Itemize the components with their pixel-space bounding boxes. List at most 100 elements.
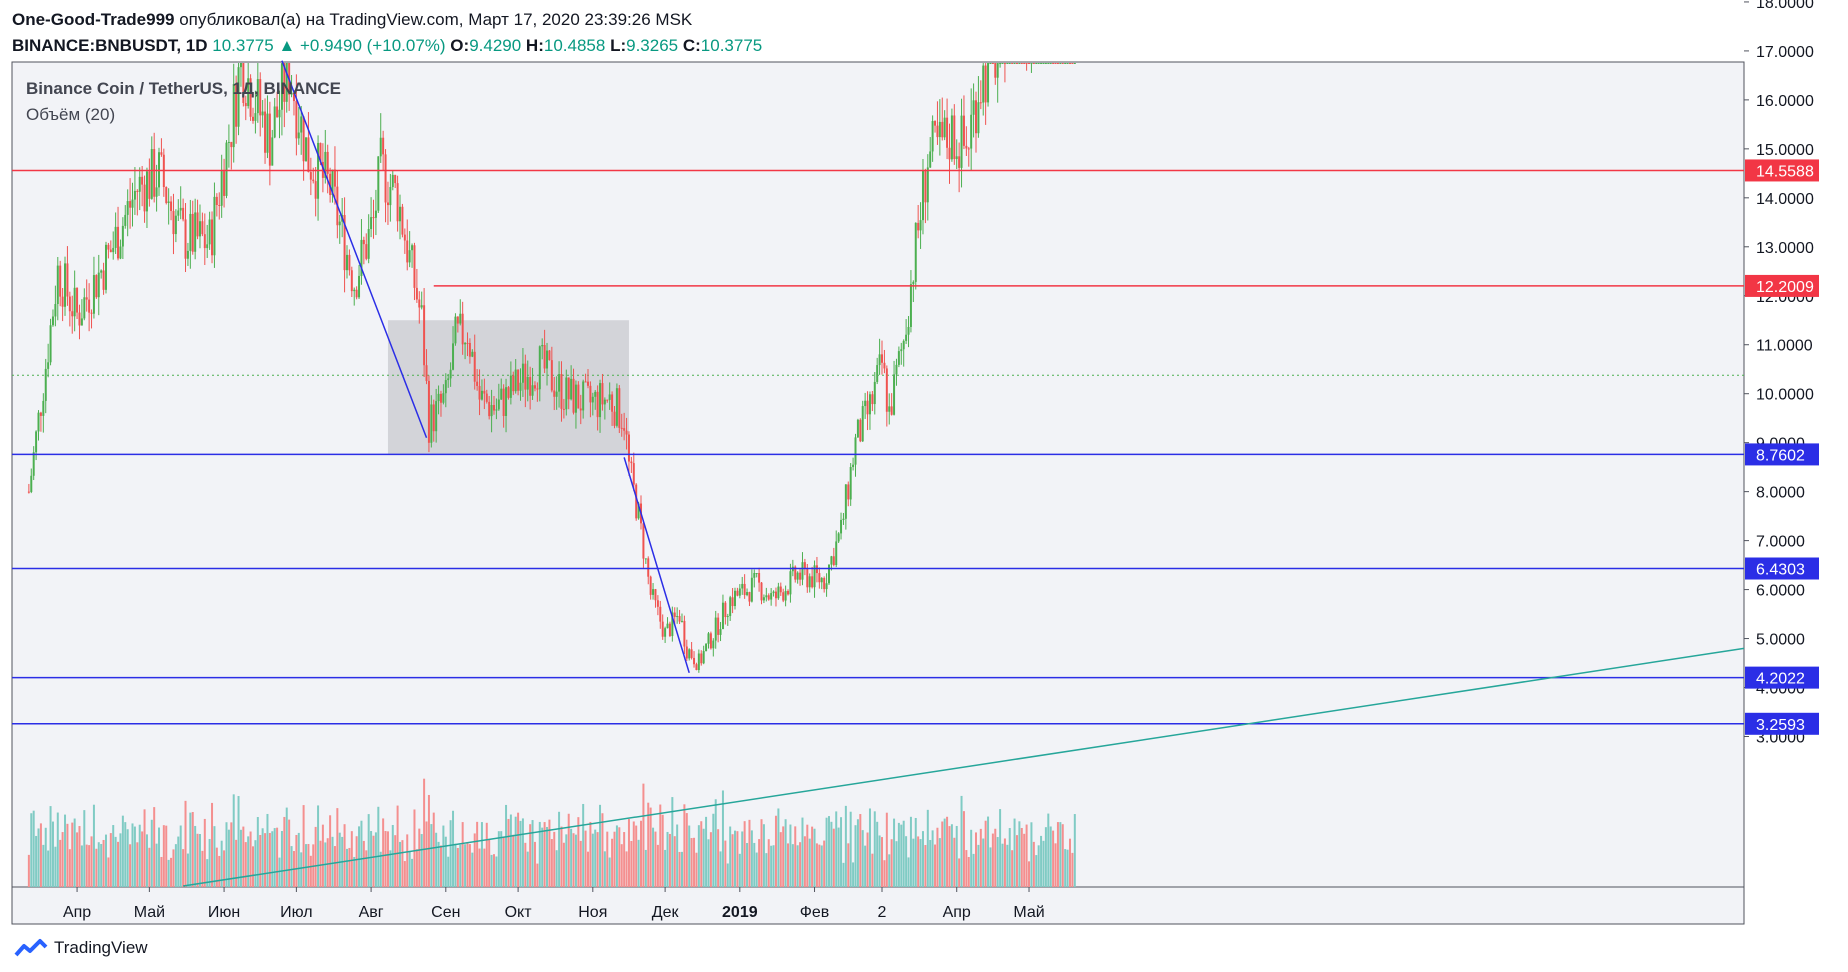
candle-body — [104, 244, 107, 290]
downtrend-line-summer[interactable] — [281, 60, 428, 439]
volume-bar — [642, 783, 645, 887]
candle-body — [567, 377, 570, 400]
candle-body — [418, 299, 421, 308]
volume-bar — [799, 842, 802, 887]
volume-bar — [307, 843, 310, 887]
candle-body — [717, 617, 720, 635]
volume-bar — [124, 822, 127, 887]
candle-body — [924, 170, 927, 203]
candle-body — [358, 275, 361, 298]
volume-indicator-label[interactable]: Объём (20) — [26, 105, 116, 124]
candle-body — [705, 643, 708, 652]
volume-bar — [295, 834, 298, 887]
volume-bar — [565, 834, 568, 887]
open-label: O: — [450, 36, 470, 55]
volume-bar — [1003, 838, 1006, 887]
volume-bar — [847, 843, 850, 887]
candle-body — [652, 589, 655, 595]
volume-bar — [345, 848, 348, 887]
volume-bar — [548, 819, 551, 887]
volume-bar — [1040, 835, 1043, 887]
candle-body — [377, 156, 380, 211]
candle-body — [126, 201, 129, 215]
tradingview-logo[interactable]: TradingView — [14, 938, 148, 958]
candle-body — [823, 578, 826, 590]
volume-bar — [391, 824, 394, 887]
volume-bar — [664, 849, 667, 887]
published-text: опубликовал(а) на TradingView.com, Март … — [179, 10, 693, 29]
downtrend-line-november[interactable] — [623, 457, 690, 674]
volume-bar — [902, 820, 905, 887]
volume-bar — [570, 828, 573, 887]
volume-bar — [302, 805, 305, 887]
candle-body — [1015, 63, 1018, 64]
candle-body — [1059, 63, 1062, 64]
volume-bar — [271, 831, 274, 887]
volume-bar — [885, 812, 888, 887]
volume-bar — [743, 821, 746, 887]
candle-body — [242, 63, 245, 103]
candle-body — [215, 196, 218, 205]
time-tick-label: Апр — [63, 904, 91, 921]
candle-body — [673, 612, 676, 617]
volume-bar — [252, 846, 254, 887]
volume-bar — [690, 838, 693, 887]
candle-body — [599, 383, 602, 418]
volume-bar — [512, 834, 515, 887]
volume-bar — [538, 821, 541, 887]
price-level-label: 12.2009 — [1756, 279, 1814, 296]
volume-bar — [661, 814, 664, 887]
candle-body — [64, 263, 67, 307]
candle-body — [1003, 63, 1006, 64]
time-axis[interactable]: Апр Май Июн Июл Авг Сен Окт Ноя Дек 2019 Фев 2 Апр Ма… — [63, 887, 1045, 921]
candle-body — [302, 116, 305, 162]
candle-body — [131, 199, 134, 208]
volume-bar — [734, 830, 736, 887]
volume-bar — [141, 831, 144, 887]
volume-bar — [758, 839, 761, 887]
price-axis[interactable]: 3.00004.00005.00006.00007.00008.00009.00… — [1744, 0, 1814, 746]
candle-body — [1008, 63, 1011, 64]
candle-body — [606, 399, 609, 401]
candle-body — [627, 434, 630, 462]
volume-bar — [432, 812, 435, 887]
candle-body — [121, 225, 124, 247]
candle-body — [1023, 63, 1026, 64]
price-change: +0.9490 (+10.07%) — [300, 36, 446, 55]
symbol-name: BINANCE:BNBUSDT, 1D — [12, 36, 208, 55]
candle-body — [558, 374, 561, 392]
volume-bar — [78, 826, 81, 887]
candle-body — [656, 600, 659, 607]
volume-bar — [73, 818, 76, 887]
candle-body — [1037, 63, 1040, 64]
volume-bar — [495, 856, 498, 887]
volume-bar — [830, 821, 833, 887]
candle-body — [449, 369, 452, 379]
volume-bar — [832, 828, 835, 887]
candle-body — [642, 523, 645, 559]
volume-bar — [1047, 813, 1050, 887]
candle-body — [237, 67, 240, 127]
volume-bar — [83, 810, 86, 887]
candle-body — [476, 381, 479, 386]
volume-bar — [80, 845, 83, 887]
candle-body — [59, 265, 62, 297]
low-value: 9.3265 — [626, 36, 679, 55]
volume-trend-line[interactable] — [182, 647, 1745, 887]
volume-bar — [276, 827, 279, 887]
volume-bar — [150, 819, 153, 887]
volume-bar — [454, 843, 457, 887]
author-name[interactable]: One-Good-Trade999 — [12, 10, 175, 29]
candle-body — [148, 171, 151, 199]
volume-bar — [427, 794, 430, 887]
candle-body — [367, 229, 370, 259]
volume-bar — [145, 834, 148, 887]
candle-body — [849, 467, 852, 500]
candle-body — [533, 385, 536, 389]
volume-bar — [521, 818, 524, 887]
candle-body — [177, 210, 180, 216]
candle-body — [693, 657, 696, 665]
last-price: 10.3775 — [212, 36, 274, 55]
volume-bar — [268, 832, 271, 887]
